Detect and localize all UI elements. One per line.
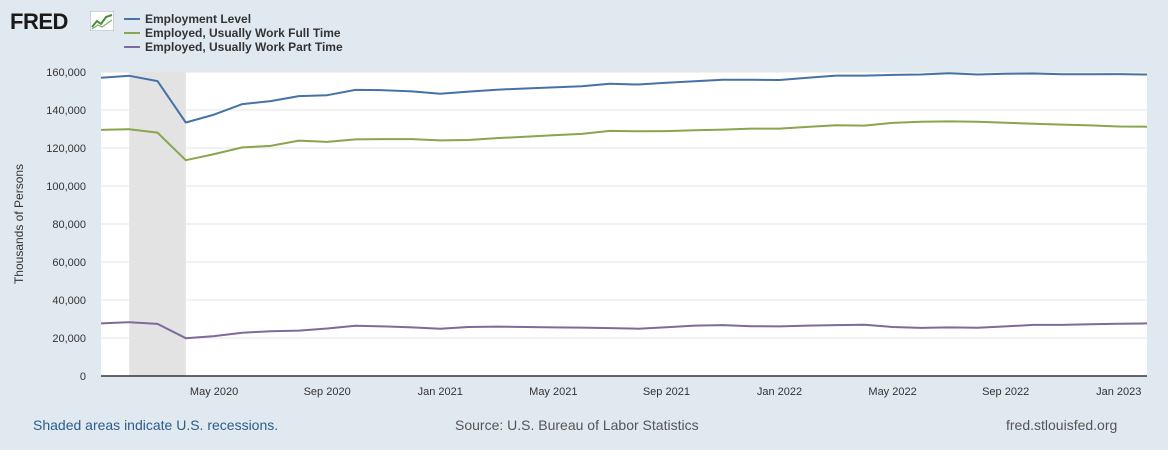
y-tick-label: 40,000 bbox=[52, 295, 86, 307]
x-tick-label: May 2021 bbox=[529, 386, 577, 398]
legend-item-2: Employed, Usually Work Full Time bbox=[124, 26, 343, 40]
legend-swatch bbox=[124, 46, 140, 48]
x-tick-label: Jan 2022 bbox=[757, 386, 802, 398]
y-tick-label: 80,000 bbox=[52, 219, 86, 231]
y-tick-label: 0 bbox=[80, 371, 86, 383]
x-tick-label: May 2020 bbox=[190, 386, 238, 398]
source-note: Source: U.S. Bureau of Labor Statistics bbox=[455, 417, 699, 433]
y-tick-label: 160,000 bbox=[46, 67, 86, 79]
fred-chart-icon bbox=[90, 11, 114, 31]
x-tick-label: Jan 2021 bbox=[418, 386, 463, 398]
x-tick-label: Jan 2023 bbox=[1096, 386, 1141, 398]
y-axis-title: Thousands of Persons bbox=[12, 164, 26, 284]
y-tick-label: 120,000 bbox=[46, 143, 86, 155]
legend-swatch bbox=[124, 18, 140, 20]
legend-label: Employment Level bbox=[145, 12, 252, 26]
x-tick-label: Sep 2020 bbox=[304, 386, 351, 398]
fred-logo[interactable]: FRED bbox=[10, 9, 68, 34]
legend-item-1: Employment Level bbox=[124, 12, 343, 26]
x-tick-label: Sep 2022 bbox=[982, 386, 1029, 398]
y-tick-label: 100,000 bbox=[46, 181, 86, 193]
legend-label: Employed, Usually Work Full Time bbox=[145, 26, 341, 40]
recession-note[interactable]: Shaded areas indicate U.S. recessions. bbox=[33, 417, 279, 433]
legend-item-3: Employed, Usually Work Part Time bbox=[124, 40, 343, 54]
header: FRED Employment Level Employed, Usually W… bbox=[0, 0, 1168, 62]
series-line-3 bbox=[100, 321, 1148, 340]
x-tick-label: Sep 2021 bbox=[643, 386, 690, 398]
y-tick-label: 60,000 bbox=[52, 257, 86, 269]
x-tick-label: May 2022 bbox=[868, 386, 916, 398]
series-line-2 bbox=[100, 120, 1148, 162]
chart-area: 0 20,000 40,000 60,000 80,000 100,000 120,000 1… bbox=[12, 67, 1148, 398]
y-tick-label: 140,000 bbox=[46, 105, 86, 117]
chart-legend: Employment Level Employed, Usually Work F… bbox=[124, 12, 343, 54]
legend-label: Employed, Usually Work Part Time bbox=[145, 40, 343, 54]
series-line-1 bbox=[100, 72, 1148, 124]
legend-swatch bbox=[124, 32, 140, 34]
y-tick-label: 20,000 bbox=[52, 333, 86, 345]
site-link[interactable]: fred.stlouisfed.org bbox=[1006, 417, 1118, 433]
